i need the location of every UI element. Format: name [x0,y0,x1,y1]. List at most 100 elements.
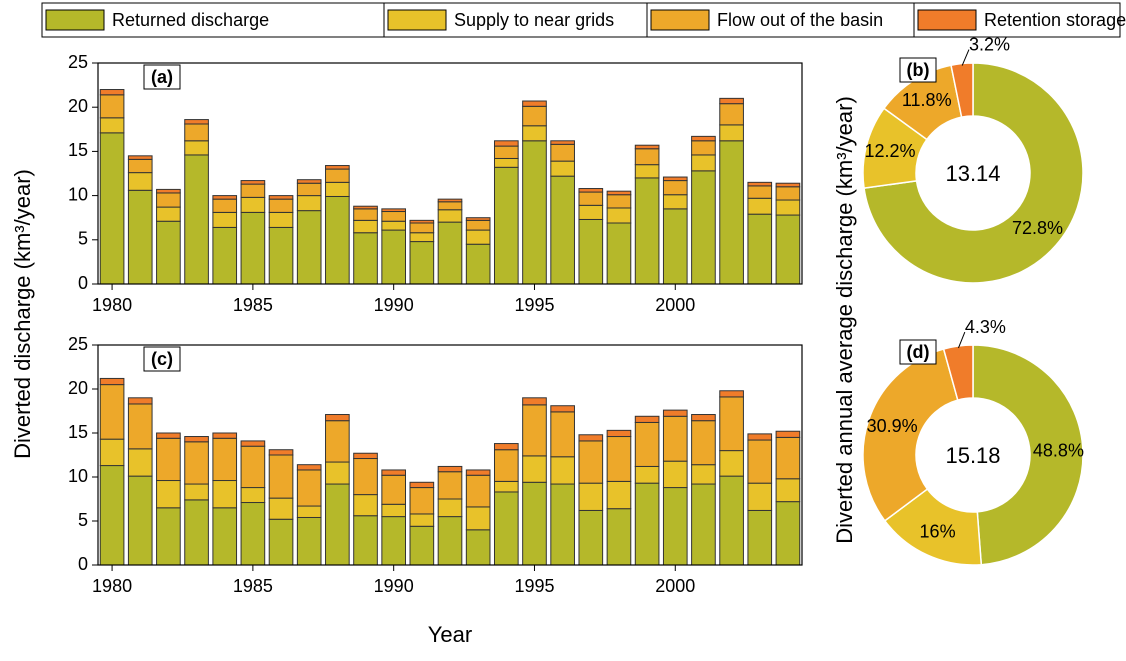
bar-segment [691,420,716,466]
bar-segment [747,185,773,199]
bar-segment [747,197,773,215]
bar-segment [691,483,716,566]
legend-swatch [917,9,977,31]
bar-segment [409,513,435,527]
bar-segment [719,140,744,285]
bar-segment [775,430,801,438]
bar-segment [634,164,660,179]
bar-segment [437,221,463,285]
bar-segment [634,148,660,166]
y-axis-title: Diverted annual average discharge (km³/y… [832,96,857,544]
y-tick-label: 15 [68,422,88,442]
donut-slice [972,344,1084,566]
legend-label: Supply to near grids [454,10,614,30]
bar-segment [437,209,463,223]
bar-segment [268,198,294,213]
bar-segment [691,414,716,422]
legend-swatch [387,9,447,31]
bar-segment [381,516,407,566]
plot-frame [97,62,803,285]
bar-segment [522,100,547,107]
legend-label: Returned discharge [112,10,269,30]
bar-segment [353,458,378,496]
bar-segment [437,201,463,211]
bar-segment [184,483,209,501]
bar-segment [184,154,209,285]
bar-segment [381,211,407,222]
bar-segment [522,404,547,457]
bar-segment [409,481,435,489]
legend-label: Flow out of the basin [717,10,883,30]
panel-label: (b) [907,60,930,80]
bar-segment [268,454,294,499]
bar-segment [578,191,604,206]
y-tick-label: 0 [78,554,88,574]
bar-segment [381,208,407,213]
bar-segment [353,452,378,460]
bar-segment [437,198,463,203]
slice-label: 4.3% [965,317,1006,337]
bar-segment [747,181,773,187]
bar-segment [606,194,632,209]
bar-segment [775,186,801,201]
y-tick-label: 0 [78,273,88,293]
bar-segment [662,415,688,462]
bar-segment [212,437,238,482]
bar-segment [719,103,744,126]
donut-slice [863,62,1084,284]
bar-segment [493,140,519,147]
bar-segment [747,439,773,484]
x-tick-label: 2000 [655,295,695,315]
bar-segment [409,525,435,566]
donut-slice [950,62,974,119]
bar-segment [550,456,575,485]
bar-segment [296,210,322,285]
bar-segment [325,181,350,197]
bar-segment [578,204,604,220]
x-tick-label: 1990 [374,576,414,596]
bar-segment [296,182,322,197]
y-axis-title: Diverted discharge (km³/year) [10,169,35,459]
bar-segment [493,491,519,566]
bar-segment [493,166,519,285]
bar-segment [550,175,575,285]
bar-segment [127,189,153,285]
bar-segment [296,464,322,471]
bar-segment [212,195,238,200]
bar-segment [325,168,350,183]
y-tick-label: 25 [68,334,88,354]
bar-segment [240,440,266,447]
bar-segment [719,124,744,142]
panel-label-box [899,339,937,365]
bar-segment [212,480,238,509]
bar-segment [747,433,773,441]
bar-segment [296,505,322,518]
bar-segment [662,176,688,182]
x-tick-label: 1995 [514,295,554,315]
bar-segment [691,140,716,156]
bar-segment [409,241,435,285]
bar-segment [268,518,294,566]
panel-label: (c) [151,349,173,369]
bar-segment [409,222,435,234]
bar-segment [465,506,491,531]
panel-label-box [143,64,181,90]
bar-segment [325,483,350,566]
bar-segment [156,206,181,222]
bar-segment [550,483,575,566]
bar-segment [719,97,744,105]
y-tick-label: 10 [68,184,88,204]
panel-label-box [143,346,181,372]
bar-segment [606,429,632,438]
bar-segment [409,232,435,243]
slice-label: 48.8% [1033,441,1084,461]
bar-segment [606,222,632,285]
x-tick-label: 1995 [514,576,554,596]
bar-segment [381,229,407,285]
bar-segment [437,498,463,518]
bar-segment [99,94,125,119]
panel-label: (a) [151,67,173,87]
y-tick-label: 5 [78,229,88,249]
y-tick-label: 20 [68,378,88,398]
panel-label-box [899,57,937,83]
